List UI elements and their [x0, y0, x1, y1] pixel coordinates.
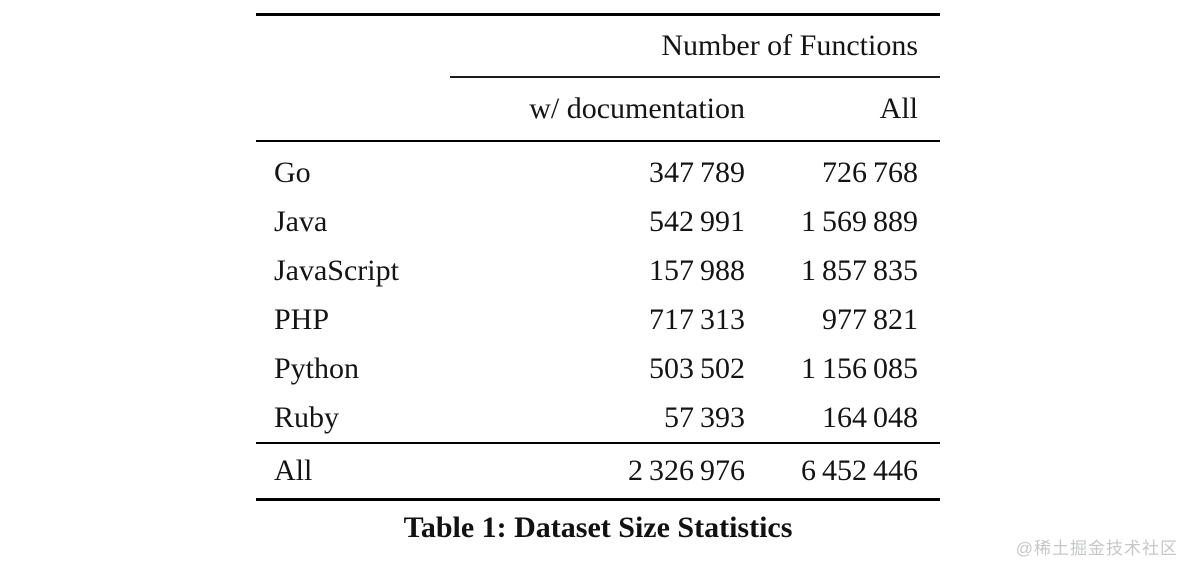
table-row-go: Go 347 789 726 768 — [256, 141, 940, 197]
total-with-doc-value: 2 326 976 — [627, 454, 745, 487]
group-header-row: Number of Functions — [256, 14, 941, 78]
table-row-java: Java 542 991 1 569 889 — [256, 197, 940, 246]
language-label: Go — [274, 155, 311, 189]
table-row-ruby: Ruby 57 393 164 048 — [256, 393, 940, 443]
total-label: All — [274, 454, 313, 487]
with-doc-value: 347 789 — [648, 155, 745, 189]
language-label: Java — [274, 204, 328, 238]
all-value: 1 569 889 — [801, 204, 919, 238]
column-header-row: w/ documentation All — [256, 77, 941, 142]
all-column-header: All — [745, 77, 941, 142]
empty-corner-cell — [256, 15, 450, 78]
language-label: Ruby — [274, 400, 340, 434]
watermark-text: @稀土掘金技术社区 — [1015, 539, 1178, 558]
group-header: Number of Functions — [450, 14, 941, 78]
all-value: 1 156 085 — [801, 351, 919, 385]
all-value: 1 857 835 — [801, 253, 919, 287]
table-row-python: Python 503 502 1 156 085 — [256, 344, 940, 393]
dataset-size-table: Number of Functions w/ documentation All… — [256, 13, 941, 501]
table-caption: Table 1: Dataset Size Statistics — [403, 511, 793, 544]
total-all-value: 6 452 446 — [801, 454, 919, 487]
with-doc-column-header: w/ documentation — [450, 77, 745, 142]
with-doc-value: 717 313 — [648, 302, 745, 336]
with-doc-value: 503 502 — [648, 351, 745, 385]
language-label: PHP — [274, 302, 330, 336]
with-doc-value: 57 393 — [663, 400, 745, 434]
table-row-php: PHP 717 313 977 821 — [256, 295, 940, 344]
with-doc-value: 157 988 — [648, 253, 745, 287]
table-total-row: All 2 326 976 6 452 446 — [256, 443, 940, 500]
language-label: Python — [274, 351, 360, 385]
dataset-table-container: Number of Functions w/ documentation All… — [256, 13, 941, 545]
all-value: 726 768 — [822, 155, 919, 189]
all-value: 164 048 — [822, 400, 919, 434]
table-row-javascript: JavaScript 157 988 1 857 835 — [256, 246, 940, 295]
with-doc-value: 542 991 — [648, 204, 745, 238]
language-column-header — [256, 77, 450, 142]
language-label: JavaScript — [274, 253, 399, 287]
all-value: 977 821 — [822, 302, 919, 336]
